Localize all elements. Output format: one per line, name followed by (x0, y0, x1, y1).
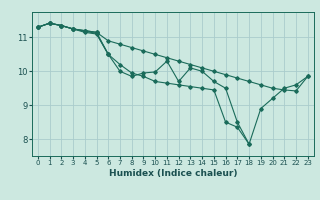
X-axis label: Humidex (Indice chaleur): Humidex (Indice chaleur) (108, 169, 237, 178)
